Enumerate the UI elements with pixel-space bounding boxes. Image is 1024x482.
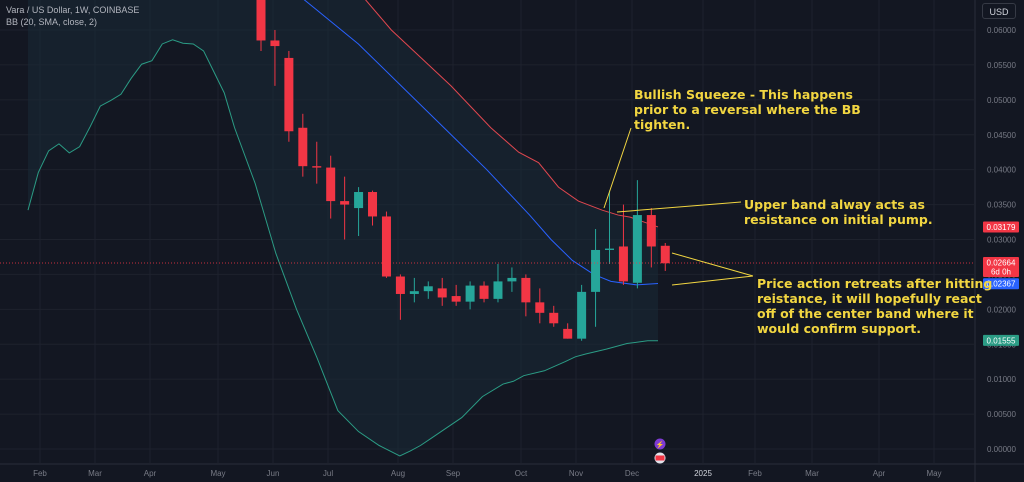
candle-body [312, 166, 322, 168]
candle-body [632, 215, 642, 283]
candle-body [563, 328, 573, 339]
candle-body [549, 312, 559, 324]
x-tick-label: Apr [873, 469, 886, 478]
candle-body [618, 246, 628, 282]
annotation-line: Price action retreats after hitting [757, 276, 993, 291]
x-tick-label: Jun [267, 469, 280, 478]
symbol-title: Vara / US Dollar, 1W, COINBASE [6, 5, 140, 15]
candle-body [326, 167, 336, 202]
candle-body [409, 291, 419, 294]
x-tick-label: May [926, 469, 941, 478]
annotation-line: off of the center band where it [757, 306, 974, 321]
annotation-line: resistance on initial pump. [744, 212, 933, 227]
candle-body [591, 249, 601, 292]
annotation-line: prior to a reversal where the BB [634, 102, 861, 117]
annotation-connector [671, 275, 754, 286]
x-tick-label: Oct [515, 469, 528, 478]
upper-band-line [365, 0, 659, 228]
price-label-box [983, 221, 1019, 233]
candle-body [660, 245, 670, 264]
price-label: 0.03179 [987, 223, 1016, 232]
x-tick-label: Mar [805, 469, 819, 478]
candle-body [507, 277, 517, 282]
y-tick-label: 0.04000 [987, 166, 1016, 175]
annotation-connector [671, 252, 754, 277]
candle-body [270, 40, 280, 47]
candle-body [479, 285, 489, 299]
x-tick-label: Mar [88, 469, 102, 478]
candle-body [493, 281, 503, 299]
x-tick-label: Dec [625, 469, 639, 478]
y-tick-label: 0.03000 [987, 236, 1016, 245]
y-tick-label: 0.00000 [987, 445, 1016, 454]
y-tick-label: 0.02000 [987, 305, 1016, 314]
chart-legend: Vara / US Dollar, 1W, COINBASE BB (20, S… [6, 4, 139, 28]
indicator-title: BB (20, SMA, close, 2) [6, 17, 98, 27]
annotation-connector [616, 201, 742, 213]
price-label-box [983, 256, 1019, 277]
candle-body [354, 192, 364, 209]
price-label: 0.02664 [987, 258, 1016, 267]
annotation-line: tighten. [634, 117, 691, 132]
price-label-box [983, 334, 1019, 346]
candle-body [451, 296, 461, 302]
y-tick-label: 0.01000 [987, 375, 1016, 384]
price-label-timer: 6d 0h [991, 267, 1011, 276]
y-tick-label: 0.05500 [987, 61, 1016, 70]
candle-body [535, 302, 545, 313]
event-icon [655, 455, 665, 461]
annotation-line: Bullish Squeeze - This happens [634, 87, 853, 102]
candle-body [368, 192, 378, 217]
annotation-retreat: Price action retreats after hitting reis… [757, 276, 992, 336]
event-glyph: ⚡ [656, 440, 665, 449]
event-icon [654, 438, 666, 450]
candle-body [423, 286, 433, 292]
candle-body [437, 288, 447, 298]
x-tick-label: May [210, 469, 225, 478]
x-tick-label: Aug [391, 469, 405, 478]
x-tick-label: Sep [446, 469, 461, 478]
y-tick-label: 0.05000 [987, 96, 1016, 105]
candle-body [521, 277, 531, 303]
annotation-line: Upper band alway acts as [744, 197, 925, 212]
basis-line [303, 0, 659, 286]
annotation-line: would confirm support. [757, 321, 922, 336]
x-tick-label: 2025 [694, 469, 712, 478]
y-tick-label: 0.06000 [987, 26, 1016, 35]
candle-body [284, 57, 294, 132]
x-tick-label: Feb [748, 469, 762, 478]
candle-body [605, 248, 614, 250]
price-label: 0.02367 [987, 280, 1016, 289]
y-tick-label: 0.04500 [987, 131, 1016, 140]
annotation-resistance: Upper band alway acts as resistance on i… [744, 197, 933, 227]
annotation-line: reistance, it will hopefully react [757, 291, 982, 306]
lower-band-line [27, 39, 658, 457]
x-tick-label: Nov [569, 469, 583, 478]
x-tick-label: Feb [33, 469, 47, 478]
candle-body [340, 201, 350, 205]
candle-body [465, 285, 475, 302]
x-tick-label: Jul [323, 469, 333, 478]
candle-body [395, 276, 405, 294]
candle-body [256, 0, 266, 41]
y-tick-label: 0.03500 [987, 201, 1016, 210]
price-label-box [983, 278, 1019, 290]
annotation-connector [603, 127, 632, 209]
y-tick-label: 0.00500 [987, 410, 1016, 419]
annotation-squeeze: Bullish Squeeze - This happens prior to … [634, 87, 861, 132]
price-label: 0.01555 [987, 336, 1016, 345]
candle-body [381, 216, 391, 277]
currency-button[interactable]: USD [982, 3, 1016, 19]
candle-body [298, 127, 308, 167]
candle-body [577, 291, 587, 339]
band-fill [28, 0, 658, 456]
x-tick-label: Apr [144, 469, 157, 478]
candle-body [646, 215, 656, 247]
